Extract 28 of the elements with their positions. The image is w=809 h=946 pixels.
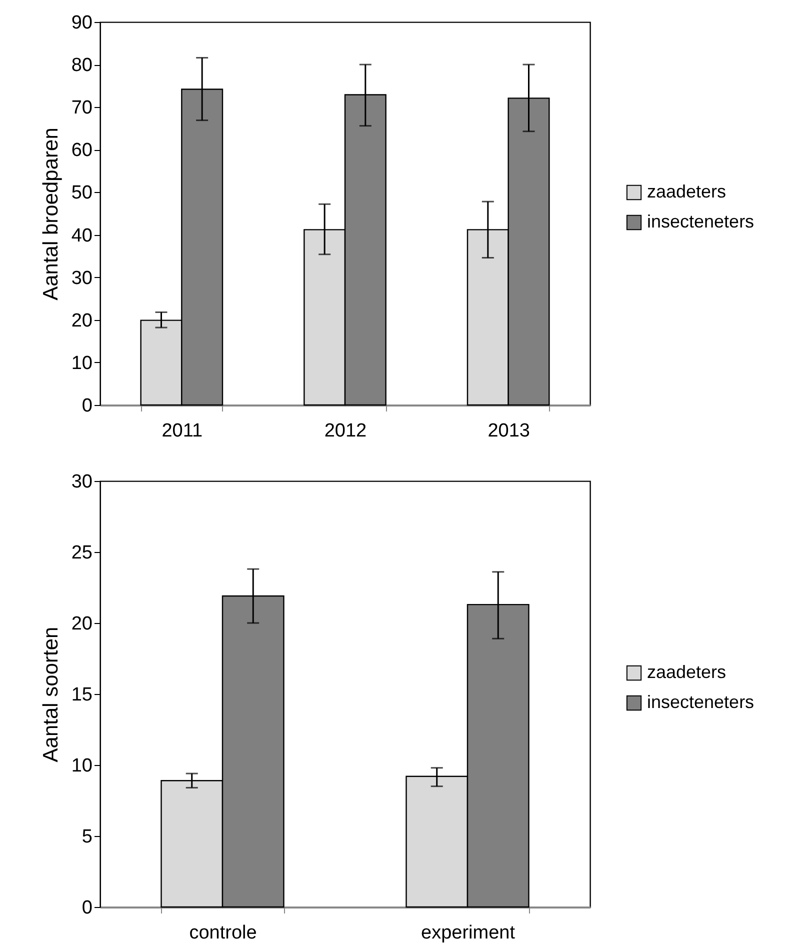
x-tick-label: 2013 [488, 420, 530, 442]
y-tick-label: 20 [71, 310, 92, 332]
x-tick-label: experiment [421, 922, 516, 944]
y-tick-label: 10 [71, 352, 92, 374]
y-tick-label: 0 [82, 898, 92, 918]
y-tick-label: 60 [71, 140, 92, 162]
y-tick-label: 20 [71, 614, 92, 634]
y-tick-label: 30 [71, 472, 92, 492]
y-tick-label: 40 [71, 225, 92, 246]
y-axis-title: Aantal soorten [39, 626, 62, 762]
legend-label: zaadeters [647, 662, 726, 682]
legend-label: zaadeters [647, 182, 726, 202]
y-tick-label: 10 [71, 756, 92, 776]
y-axis-title: Aantal broedparen [39, 128, 62, 300]
y-tick-label: 5 [82, 826, 92, 848]
x-tick-label: 2012 [324, 420, 367, 442]
y-tick-label: 25 [71, 542, 92, 564]
y-tick-label: 90 [71, 12, 92, 34]
y-tick-label: 70 [71, 98, 92, 119]
legend-label: insecteneters [647, 212, 754, 232]
y-tick-label: 30 [71, 268, 92, 289]
y-tick-label: 80 [71, 55, 92, 76]
x-tick-label: 2011 [162, 420, 203, 442]
x-tick-label: controle [189, 922, 257, 944]
legend-label: insecteneters [647, 692, 754, 712]
y-tick-label: 15 [71, 684, 92, 706]
y-tick-label: 0 [82, 396, 92, 416]
y-tick-label: 50 [71, 182, 92, 204]
